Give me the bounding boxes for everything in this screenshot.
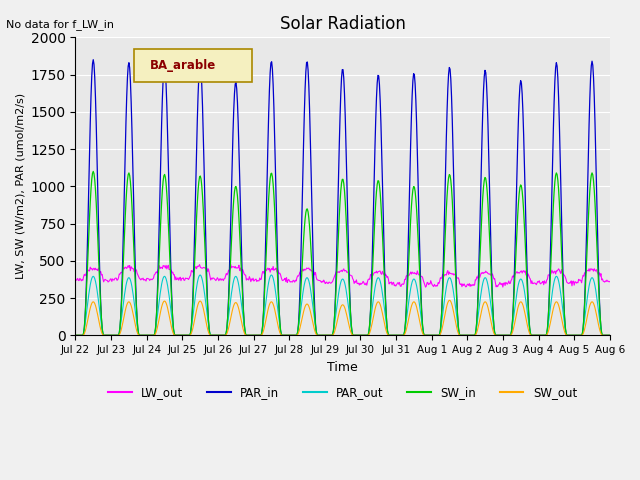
Title: Solar Radiation: Solar Radiation bbox=[280, 15, 406, 33]
X-axis label: Time: Time bbox=[327, 360, 358, 373]
Text: No data for f_LW_in: No data for f_LW_in bbox=[6, 19, 115, 30]
Y-axis label: LW, SW (W/m2), PAR (umol/m2/s): LW, SW (W/m2), PAR (umol/m2/s) bbox=[15, 93, 25, 279]
FancyBboxPatch shape bbox=[134, 49, 252, 82]
Legend: LW_out, PAR_in, PAR_out, SW_in, SW_out: LW_out, PAR_in, PAR_out, SW_in, SW_out bbox=[104, 382, 582, 404]
Text: BA_arable: BA_arable bbox=[150, 59, 216, 72]
